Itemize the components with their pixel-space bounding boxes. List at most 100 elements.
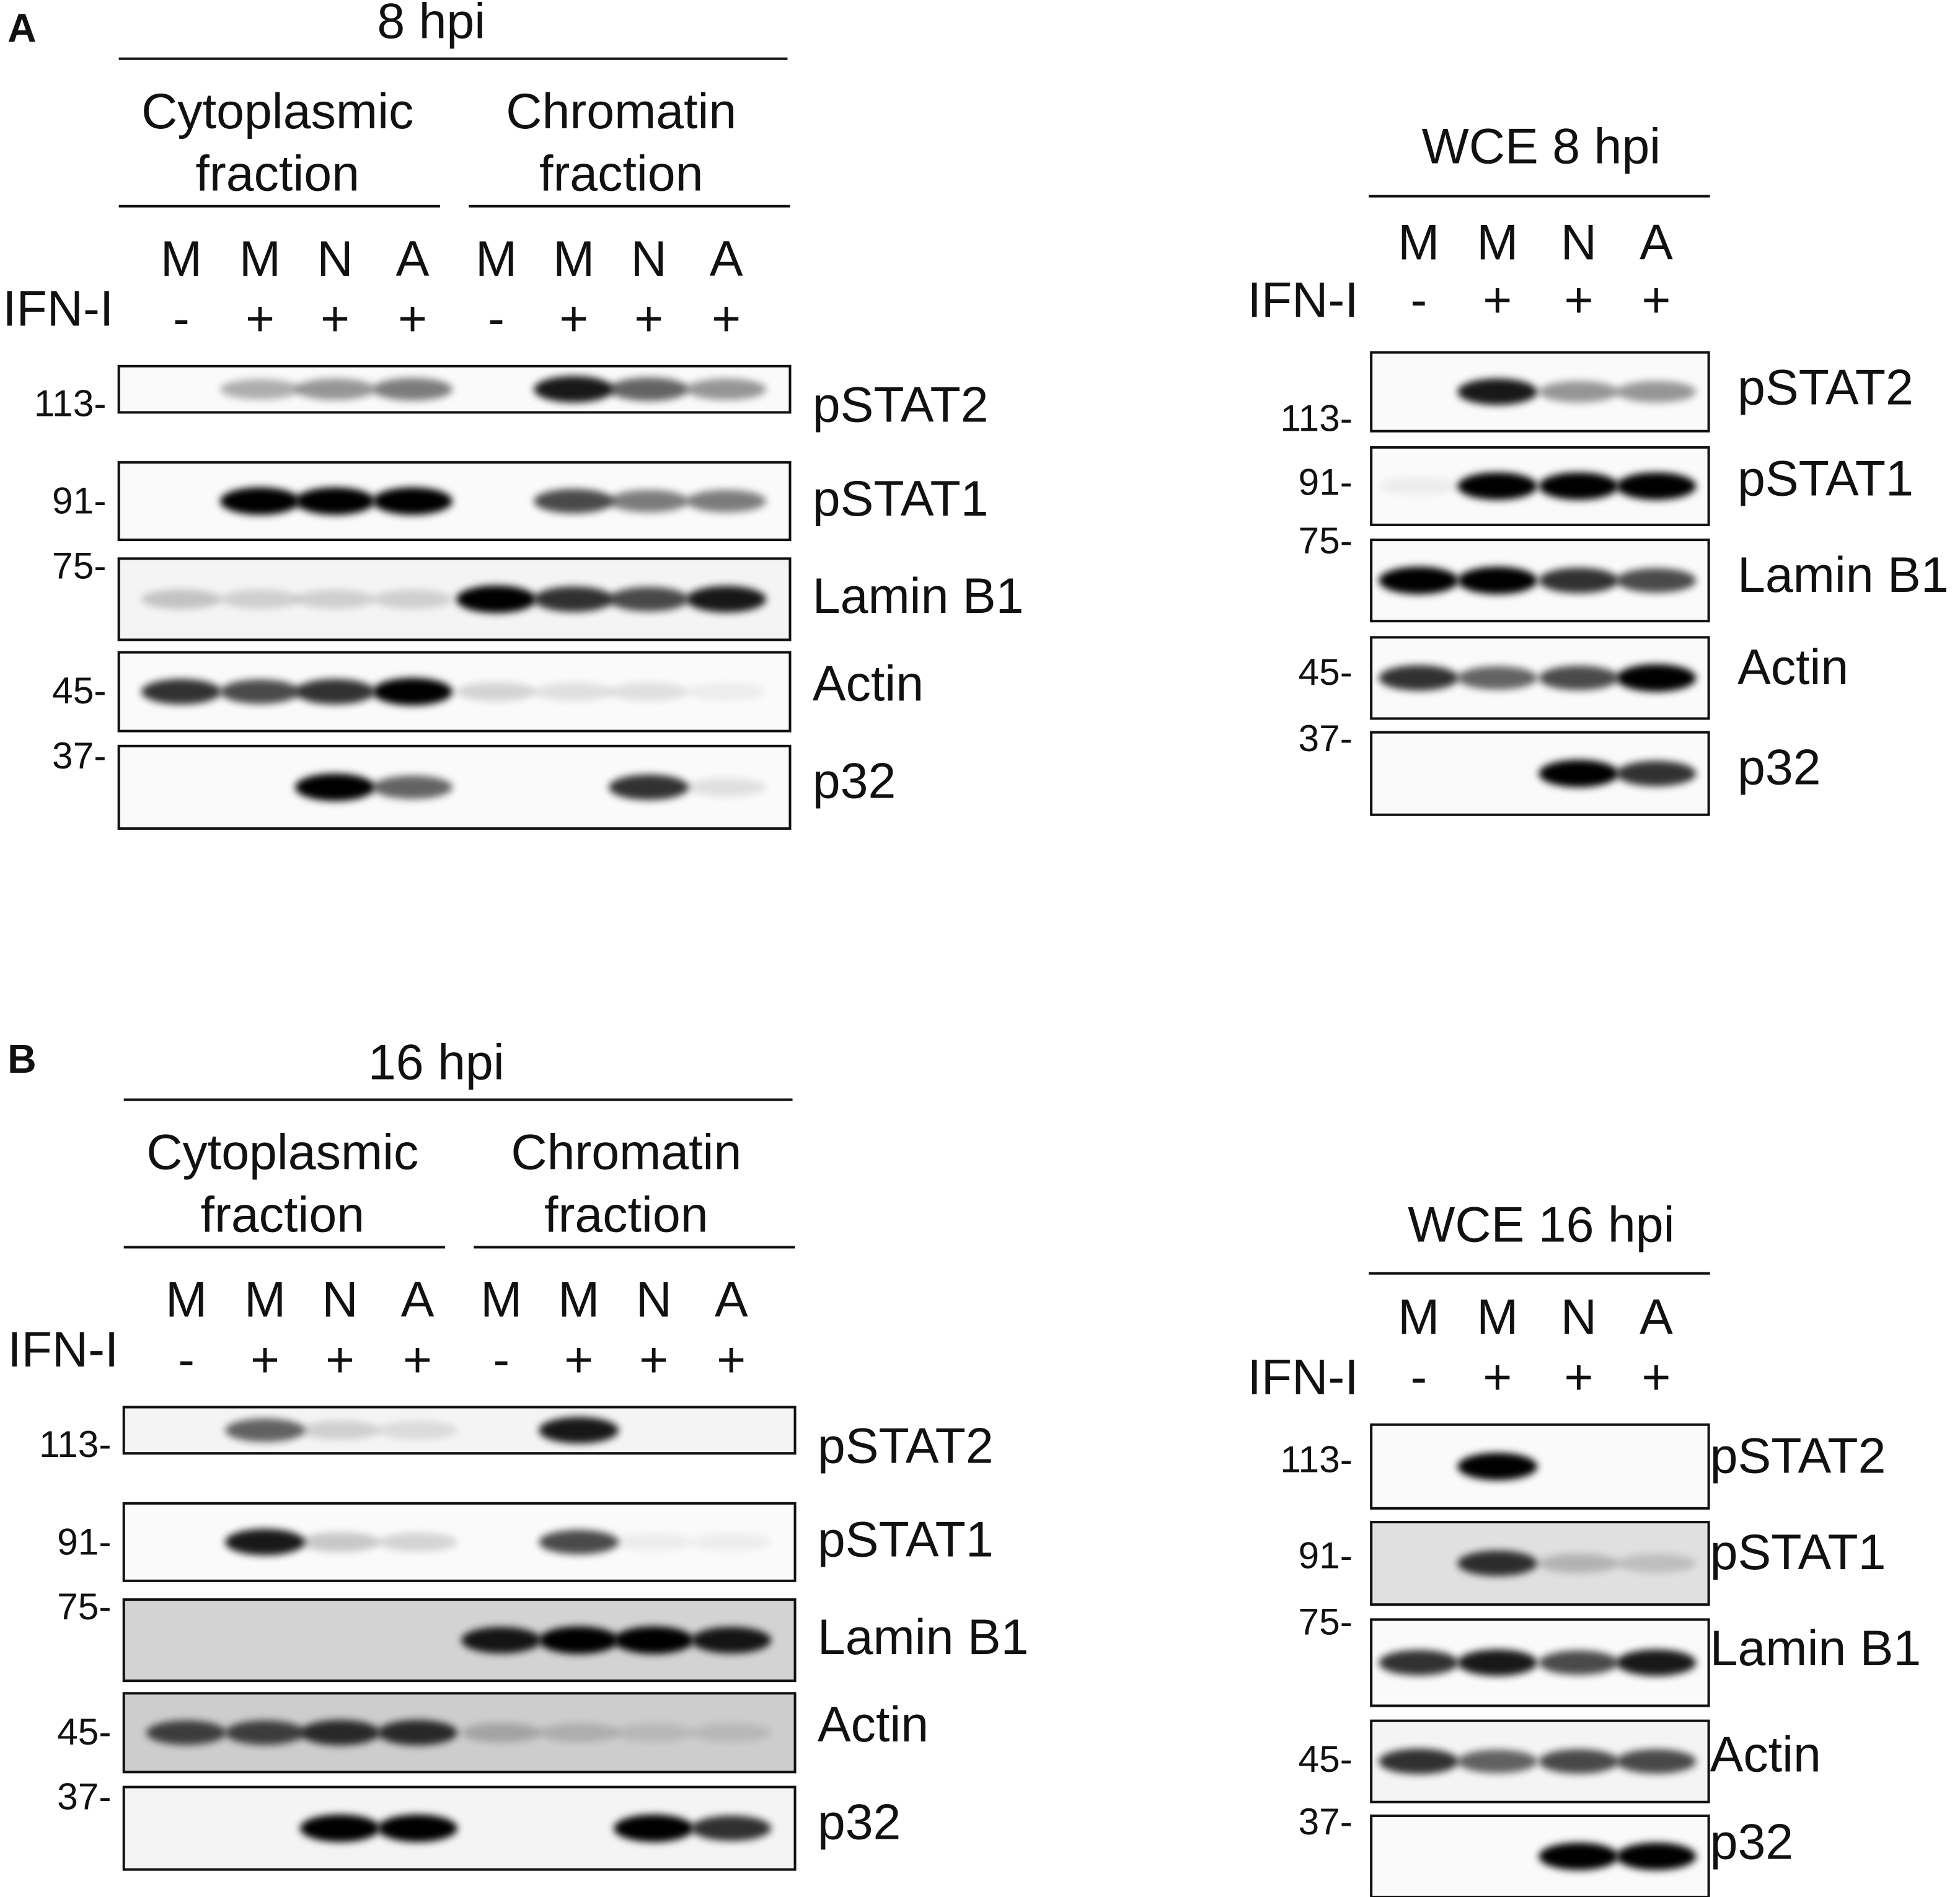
- protein-label: pSTAT2: [818, 1418, 994, 1474]
- blot-strip: [117, 557, 792, 641]
- band: [539, 1626, 619, 1654]
- treatment-sign: +: [1483, 1349, 1512, 1405]
- strip-frame: [117, 461, 792, 542]
- band: [1379, 1650, 1459, 1676]
- protein-label: Actin: [1737, 640, 1848, 695]
- band: [372, 775, 453, 799]
- blot-strip: [122, 1692, 797, 1774]
- band: [534, 682, 614, 702]
- lane-label: M: [239, 231, 281, 287]
- band: [1616, 1649, 1697, 1676]
- lane-label: M: [553, 231, 594, 287]
- band: [141, 679, 222, 705]
- band: [1538, 666, 1619, 690]
- treatment-sign: +: [712, 291, 741, 347]
- treatment-label: IFN-I: [2, 281, 113, 337]
- fraction-label: fraction: [201, 1187, 364, 1243]
- band: [1457, 1649, 1538, 1676]
- treatment-sign: +: [403, 1332, 432, 1388]
- band: [1616, 1842, 1697, 1870]
- band: [1457, 472, 1538, 500]
- size-marker: 91-: [1298, 460, 1352, 503]
- band: [300, 1720, 381, 1746]
- band: [609, 377, 689, 402]
- band: [1616, 472, 1697, 500]
- band: [146, 1720, 227, 1745]
- size-marker: 45-: [1298, 1738, 1352, 1780]
- band: [1538, 1553, 1619, 1573]
- lane-label: M: [558, 1272, 599, 1327]
- size-marker: 75-: [1298, 519, 1352, 561]
- band: [686, 378, 767, 400]
- size-marker: 37-: [57, 1776, 111, 1818]
- treatment-sign: -: [173, 291, 190, 347]
- protein-label: Lamin B1: [1737, 547, 1949, 603]
- fraction-label: Cytoplasmic: [141, 84, 413, 139]
- band: [1538, 760, 1619, 788]
- band: [1538, 568, 1619, 594]
- lane-label: N: [322, 1272, 358, 1327]
- treatment-label: IFN-I: [7, 1322, 118, 1378]
- lane-label: M: [475, 231, 517, 287]
- band: [614, 1723, 694, 1742]
- protein-label: p32: [1737, 739, 1821, 795]
- treatment-sign: +: [1483, 272, 1512, 328]
- band: [1379, 477, 1459, 495]
- fraction-label: Cytoplasmic: [146, 1125, 418, 1181]
- band: [225, 1720, 306, 1745]
- size-marker: 37-: [1298, 1800, 1352, 1842]
- blot-strip: [117, 364, 792, 414]
- lane-label: M: [161, 231, 202, 287]
- strip-frame: [117, 364, 792, 414]
- band: [294, 589, 376, 609]
- treatment-sign: +: [250, 1332, 280, 1388]
- lane-label: M: [1477, 215, 1518, 271]
- band: [1457, 1750, 1538, 1774]
- band: [686, 682, 767, 701]
- time-label: 8 hpi: [377, 0, 485, 50]
- lane-label: A: [1640, 1290, 1673, 1345]
- size-marker: 75-: [1298, 1600, 1352, 1642]
- strip-frame: [122, 1785, 797, 1871]
- treatment-sign: -: [488, 291, 505, 347]
- band: [1457, 378, 1538, 405]
- lane-label: N: [636, 1272, 672, 1327]
- strip-frame: [117, 651, 792, 733]
- fraction-label: Chromatin: [506, 84, 736, 139]
- treatment-sign: +: [1641, 272, 1671, 328]
- band: [614, 1533, 694, 1551]
- lane-label: A: [1640, 215, 1673, 271]
- protein-label: pSTAT2: [813, 377, 989, 433]
- lane-label: N: [317, 231, 353, 287]
- strip-frame: [1370, 446, 1710, 526]
- treatment-sign: -: [1410, 272, 1427, 328]
- blot-strip: [1370, 1719, 1710, 1803]
- protein-label: pSTAT1: [1710, 1525, 1886, 1580]
- band: [1457, 1453, 1538, 1481]
- lane-label: M: [244, 1272, 286, 1327]
- lane-label: M: [1398, 215, 1439, 271]
- size-marker: 113-: [1280, 397, 1353, 439]
- band: [300, 1532, 381, 1552]
- size-marker: 37-: [1298, 717, 1352, 759]
- treatment-sign: -: [1410, 1349, 1427, 1405]
- band: [372, 677, 453, 706]
- band: [691, 1627, 772, 1653]
- size-marker: 91-: [1298, 1534, 1352, 1577]
- blot-strip: [122, 1406, 797, 1455]
- band: [219, 487, 301, 515]
- size-marker: 75-: [57, 1585, 111, 1627]
- size-marker: 75-: [52, 544, 106, 586]
- fraction-label: fraction: [539, 146, 703, 202]
- fraction-label: fraction: [196, 146, 360, 202]
- strip-background: [1371, 1424, 1709, 1508]
- treatment-sign: +: [564, 1332, 593, 1388]
- band: [294, 773, 376, 801]
- blot-strip: [1370, 446, 1710, 526]
- size-marker: 91-: [52, 480, 106, 522]
- treatment-sign: -: [178, 1332, 195, 1388]
- protein-label: Lamin B1: [813, 568, 1024, 624]
- lane-label: A: [715, 1272, 748, 1327]
- band: [1538, 381, 1619, 403]
